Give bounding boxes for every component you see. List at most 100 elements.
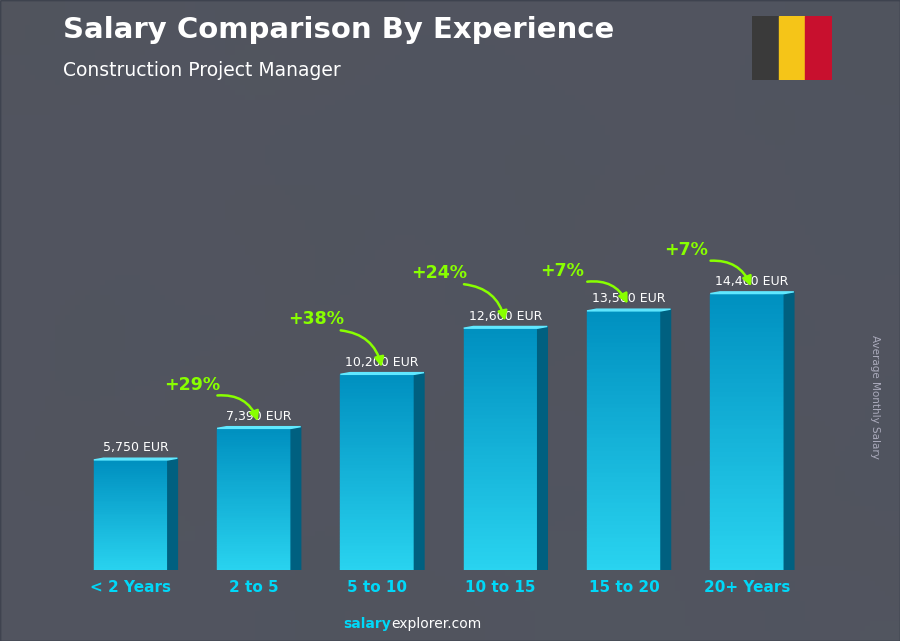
Bar bbox=[464, 365, 537, 369]
Bar bbox=[710, 446, 784, 451]
Bar bbox=[217, 435, 291, 438]
Bar bbox=[340, 417, 414, 420]
Text: Salary Comparison By Experience: Salary Comparison By Experience bbox=[63, 16, 614, 44]
Bar bbox=[217, 551, 291, 554]
Bar bbox=[340, 502, 414, 505]
Bar bbox=[217, 428, 291, 431]
Bar bbox=[340, 374, 414, 378]
Bar bbox=[710, 386, 784, 390]
Bar bbox=[340, 460, 414, 463]
Bar bbox=[217, 483, 291, 485]
Bar bbox=[217, 462, 291, 464]
Bar bbox=[340, 515, 414, 518]
Bar bbox=[94, 501, 167, 503]
Bar bbox=[217, 471, 291, 474]
Bar bbox=[94, 491, 167, 493]
Bar bbox=[587, 497, 661, 501]
Bar bbox=[587, 467, 661, 471]
Bar bbox=[217, 513, 291, 516]
Bar bbox=[710, 317, 784, 321]
Bar bbox=[710, 354, 784, 358]
Bar bbox=[710, 367, 784, 372]
Bar bbox=[464, 562, 537, 567]
Bar bbox=[710, 349, 784, 354]
Bar bbox=[94, 486, 167, 488]
Bar bbox=[464, 526, 537, 530]
Bar bbox=[94, 558, 167, 560]
Bar bbox=[340, 561, 414, 564]
Bar bbox=[94, 474, 167, 476]
Bar bbox=[710, 469, 784, 474]
Bar bbox=[464, 469, 537, 474]
Bar bbox=[587, 397, 661, 402]
Bar bbox=[94, 504, 167, 506]
Bar bbox=[587, 519, 661, 523]
Bar bbox=[464, 429, 537, 433]
Bar bbox=[217, 563, 291, 566]
Bar bbox=[587, 406, 661, 410]
Bar bbox=[464, 332, 537, 337]
Bar bbox=[340, 538, 414, 541]
Bar bbox=[94, 490, 167, 491]
Polygon shape bbox=[94, 458, 177, 460]
Bar bbox=[94, 488, 167, 490]
Bar bbox=[710, 566, 784, 570]
Bar bbox=[710, 308, 784, 312]
Bar bbox=[340, 463, 414, 466]
Text: Average Monthly Salary: Average Monthly Salary bbox=[869, 335, 880, 460]
Bar bbox=[710, 547, 784, 552]
Bar bbox=[710, 478, 784, 483]
Bar bbox=[340, 387, 414, 390]
Bar bbox=[464, 417, 537, 421]
Bar bbox=[710, 404, 784, 409]
Bar bbox=[217, 504, 291, 506]
Bar bbox=[340, 472, 414, 476]
Bar bbox=[217, 554, 291, 556]
Polygon shape bbox=[587, 309, 670, 311]
Bar bbox=[464, 413, 537, 417]
Bar bbox=[94, 484, 167, 486]
Bar bbox=[464, 522, 537, 526]
Bar bbox=[710, 358, 784, 363]
Bar bbox=[710, 326, 784, 331]
Bar bbox=[464, 449, 537, 453]
Bar bbox=[710, 464, 784, 469]
Bar bbox=[340, 492, 414, 495]
Bar bbox=[217, 540, 291, 542]
Bar bbox=[340, 378, 414, 381]
Bar bbox=[710, 428, 784, 432]
Bar bbox=[340, 384, 414, 387]
Bar bbox=[464, 421, 537, 425]
Bar bbox=[340, 482, 414, 485]
Bar bbox=[464, 337, 537, 340]
Text: 12,600 EUR: 12,600 EUR bbox=[469, 310, 542, 322]
Bar bbox=[587, 471, 661, 475]
Bar bbox=[340, 499, 414, 502]
Bar bbox=[217, 433, 291, 435]
Bar bbox=[94, 471, 167, 473]
Bar bbox=[340, 420, 414, 423]
Bar bbox=[340, 476, 414, 479]
Bar bbox=[217, 447, 291, 450]
Bar bbox=[710, 501, 784, 506]
Bar bbox=[217, 561, 291, 563]
Bar bbox=[217, 533, 291, 535]
Polygon shape bbox=[167, 458, 177, 570]
Text: +7%: +7% bbox=[540, 262, 584, 280]
Text: +38%: +38% bbox=[288, 310, 344, 328]
Bar bbox=[710, 390, 784, 395]
Bar bbox=[464, 328, 537, 332]
Bar bbox=[217, 537, 291, 540]
Bar bbox=[587, 337, 661, 341]
Bar bbox=[217, 454, 291, 457]
Bar bbox=[217, 566, 291, 568]
Bar bbox=[94, 503, 167, 504]
Bar bbox=[710, 395, 784, 400]
Bar bbox=[587, 501, 661, 506]
Bar bbox=[94, 543, 167, 545]
Bar bbox=[94, 550, 167, 552]
Bar bbox=[340, 427, 414, 430]
Bar bbox=[710, 533, 784, 538]
Bar bbox=[464, 369, 537, 372]
Bar bbox=[94, 513, 167, 515]
